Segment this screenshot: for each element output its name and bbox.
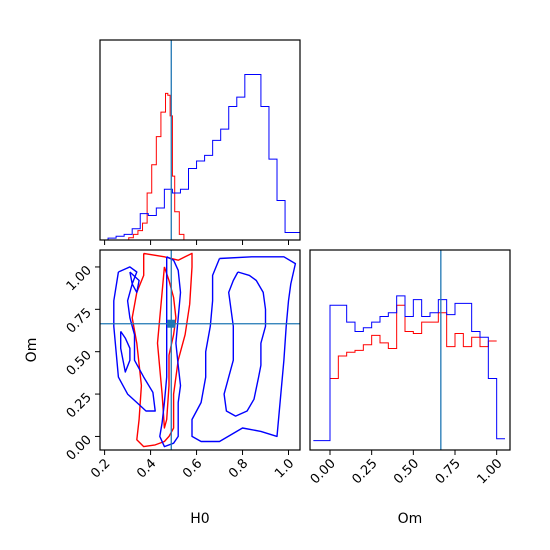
h0_om_2d-series-1-contour-3: [223, 271, 267, 417]
data-layer: [100, 40, 505, 450]
panel-frames: [99, 39, 511, 451]
truth-marker: [167, 319, 176, 328]
h0_om_2d-series-1-contour-2: [119, 331, 131, 373]
om_marginal-series-1-histogram: [313, 295, 505, 442]
h0-marginal-frame: [99, 39, 301, 241]
h0-om-joint-frame: [99, 249, 301, 451]
x-axis-label-om: Om: [398, 511, 423, 527]
h0_om_2d-series-0-contour-0: [131, 252, 193, 448]
om_marginal-series-0-histogram: [330, 304, 497, 380]
y-axis-label: Om: [24, 338, 40, 363]
h0_om_2d-series-0-contour-1: [156, 266, 177, 429]
h0_om_2d-series-1-contour-4: [191, 256, 297, 443]
h0_om_2d-series-1-contour-5: [129, 271, 140, 294]
h0_om_2d-series-1-contour-0: [159, 256, 182, 448]
x-axis-label-h0: H0: [190, 511, 209, 527]
om-marginal-frame: [309, 249, 511, 451]
h0_marginal-series-1-histogram: [100, 74, 300, 241]
h0_marginal-series-0-histogram: [104, 92, 189, 241]
